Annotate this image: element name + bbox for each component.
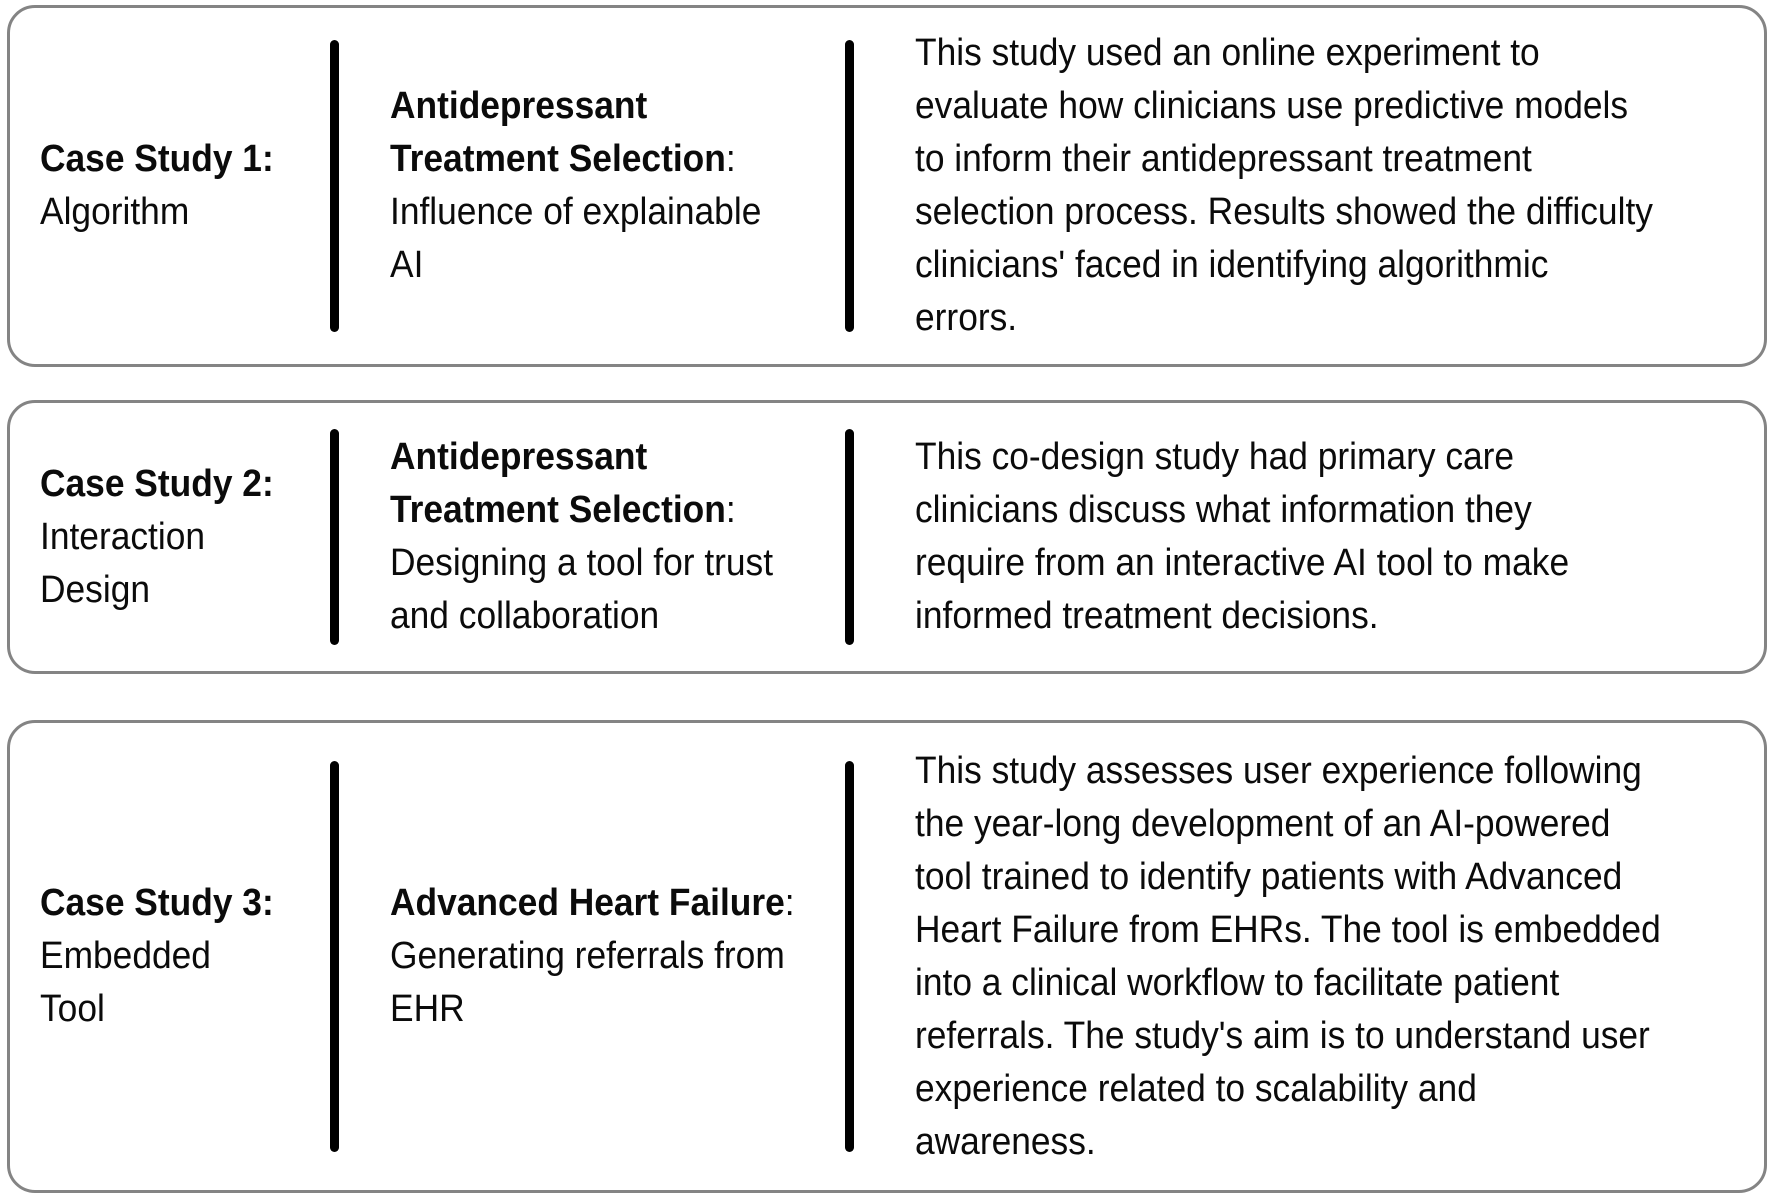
divider-line — [845, 429, 854, 645]
case-study-3-description-column: This study assesses user experience foll… — [854, 745, 1764, 1169]
case-study-1-title: Antidepressant Treatment Selection: Infl… — [390, 80, 846, 292]
case-study-2-label: Case Study 2: Interaction Design — [40, 458, 338, 617]
case-study-3-description: This study assesses user experience foll… — [915, 749, 1661, 1163]
case-study-3-title-colon: : — [784, 882, 795, 924]
case-study-1-title-column: Antidepressant Treatment Selection: Infl… — [339, 80, 845, 292]
case-study-1-description-column: This study used an online experiment to … — [854, 27, 1764, 345]
case-study-2-description-column: This co-design study had primary care cl… — [854, 431, 1764, 643]
case-study-2-title-colon: : — [725, 489, 736, 531]
case-study-2-label-rest: Interaction Design — [40, 515, 206, 611]
case-study-3-title: Advanced Heart Failure: Generating refer… — [390, 877, 846, 1036]
case-study-2-title-column: Antidepressant Treatment Selection: Desi… — [339, 431, 845, 643]
case-study-3-card: Case Study 3: Embedded Tool Advanced Hea… — [7, 720, 1767, 1193]
case-study-3-label-rest: Embedded Tool — [40, 935, 211, 1030]
case-study-1-title-bold: Antidepressant Treatment Selection — [390, 85, 726, 180]
case-study-3-title-column: Advanced Heart Failure: Generating refer… — [339, 877, 845, 1036]
case-study-3-label: Case Study 3: Embedded Tool — [40, 877, 338, 1036]
case-study-1-card: Case Study 1: Algorithm Antidepressant T… — [7, 5, 1767, 367]
case-study-1-label: Case Study 1: Algorithm — [40, 133, 338, 239]
case-study-2-title-rest: Designing a tool for trust and collabora… — [390, 542, 774, 637]
case-study-2-label-column: Case Study 2: Interaction Design — [40, 458, 330, 617]
divider-line — [845, 761, 854, 1152]
case-study-1-description: This study used an online experiment to … — [915, 32, 1653, 339]
divider-line — [330, 40, 339, 332]
divider-line — [330, 429, 339, 645]
case-study-1-label-column: Case Study 1: Algorithm — [40, 133, 330, 239]
case-study-3-label-column: Case Study 3: Embedded Tool — [40, 877, 330, 1036]
case-study-2-description: This co-design study had primary care cl… — [915, 436, 1570, 637]
divider-line — [845, 40, 854, 332]
case-study-3-label-bold: Case Study 3: — [40, 882, 274, 924]
case-study-1-title-rest: Influence of explainable AI — [390, 191, 762, 286]
case-study-1-title-colon: : — [725, 138, 736, 180]
case-study-3-title-rest: Generating referrals from EHR — [390, 935, 785, 1030]
case-study-2-card: Case Study 2: Interaction Design Antidep… — [7, 400, 1767, 674]
case-study-1-label-rest: Algorithm — [40, 191, 190, 233]
case-study-2-label-bold: Case Study 2: — [40, 462, 274, 505]
case-study-1-label-bold: Case Study 1: — [40, 138, 274, 180]
divider-line — [330, 761, 339, 1152]
case-study-2-title-bold: Antidepressant Treatment Selection — [390, 436, 726, 531]
case-study-2-title: Antidepressant Treatment Selection: Desi… — [390, 431, 846, 643]
case-study-3-title-bold: Advanced Heart Failure — [390, 882, 785, 924]
